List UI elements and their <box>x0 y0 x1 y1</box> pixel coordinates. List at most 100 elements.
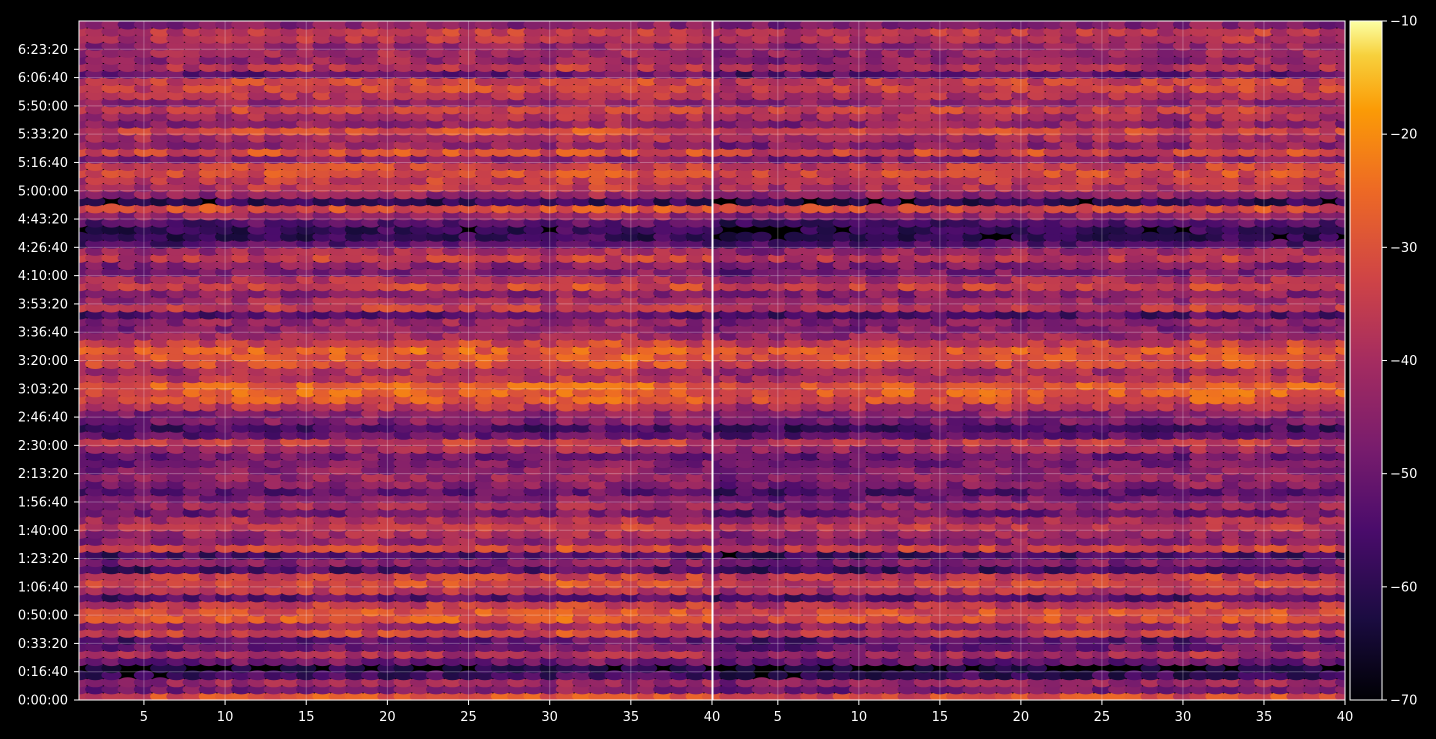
heat-cell <box>101 557 122 568</box>
heat-cell <box>344 175 365 186</box>
heat-cell <box>1205 606 1226 617</box>
heat-cell <box>198 295 219 306</box>
heat-cell <box>393 387 414 398</box>
heat-cell <box>1059 550 1080 560</box>
heat-cell <box>150 366 171 377</box>
heat-cell <box>653 649 674 659</box>
heat-cell <box>474 649 495 659</box>
heat-cell <box>101 408 122 419</box>
heat-cell <box>215 436 236 447</box>
heat-cell <box>1237 564 1258 575</box>
heat-cell <box>409 465 430 476</box>
heat-cell <box>312 104 333 115</box>
heat-cell <box>101 620 122 631</box>
heat-cell <box>166 592 187 603</box>
heat-cell <box>1172 493 1193 504</box>
heat-cell <box>848 684 869 695</box>
heat-cell <box>588 465 609 476</box>
heat-cell <box>215 245 236 256</box>
heat-cell <box>800 592 821 603</box>
heat-cell <box>800 557 821 568</box>
heat-cell <box>507 323 528 334</box>
heat-cell <box>117 564 138 575</box>
heat-cell <box>1221 642 1242 652</box>
heat-cell <box>101 323 122 334</box>
heat-cell <box>620 380 641 391</box>
heat-cell <box>1205 507 1226 518</box>
heat-cell <box>929 627 950 638</box>
heat-cell <box>85 528 106 539</box>
heat-cell <box>150 54 171 65</box>
heat-cell <box>166 436 187 447</box>
heat-cell <box>1108 620 1129 631</box>
heat-cell <box>523 231 544 242</box>
heat-cell <box>328 309 349 320</box>
heat-cell <box>409 387 430 398</box>
heat-cell <box>572 344 593 355</box>
heat-cell <box>117 465 138 476</box>
heat-cell <box>637 344 658 355</box>
heat-cell <box>1270 542 1291 553</box>
heat-cell <box>507 281 528 292</box>
heat-cell <box>474 295 495 306</box>
heat-cell <box>897 634 918 645</box>
heat-cell <box>85 260 106 270</box>
heat-cell <box>913 620 934 631</box>
heat-cell <box>296 663 317 674</box>
heat-cell <box>312 196 333 207</box>
heat-cell <box>620 83 641 94</box>
heat-cell <box>572 670 593 681</box>
heat-cell <box>361 366 382 377</box>
heat-cell <box>247 557 268 568</box>
heat-cell <box>539 500 560 511</box>
heat-cell <box>669 153 690 164</box>
heat-cell <box>1027 677 1048 688</box>
heat-cell <box>539 153 560 164</box>
heat-cell <box>897 507 918 518</box>
heat-cell <box>409 486 430 497</box>
heat-cell <box>1189 521 1210 532</box>
heat-cell <box>913 599 934 610</box>
heat-cell <box>637 146 658 157</box>
heat-cell <box>1221 649 1242 659</box>
heat-cell <box>117 458 138 469</box>
heat-cell <box>1091 493 1112 504</box>
heat-cell <box>263 557 284 568</box>
heat-cell <box>133 408 154 419</box>
heat-cell <box>215 260 236 270</box>
heat-cell <box>247 634 268 645</box>
heat-cell <box>296 436 317 447</box>
heat-cell <box>994 514 1015 525</box>
heat-cell <box>946 585 967 596</box>
heat-cell <box>474 578 495 589</box>
heat-cell <box>344 146 365 157</box>
heat-cell <box>572 182 593 193</box>
heat-cell <box>215 642 236 652</box>
heat-cell <box>588 231 609 242</box>
heat-cell <box>296 387 317 398</box>
heat-cell <box>735 599 756 610</box>
heat-cell <box>620 606 641 617</box>
heat-cell <box>946 599 967 610</box>
heat-cell <box>458 380 479 391</box>
heat-cell <box>426 557 447 568</box>
heat-cell <box>474 599 495 610</box>
heat-cell <box>539 401 560 412</box>
heat-cell <box>198 387 219 398</box>
heat-cell <box>393 69 414 79</box>
heat-cell <box>198 564 219 575</box>
heat-cell <box>897 550 918 560</box>
heat-cell <box>637 196 658 207</box>
heat-cell <box>409 83 430 94</box>
heat-cell <box>166 168 187 179</box>
heat-cell <box>247 578 268 589</box>
heat-cell <box>832 649 853 659</box>
heat-cell <box>784 642 804 652</box>
heat-cell <box>555 528 577 539</box>
heat-cell <box>1254 606 1274 617</box>
heat-cell <box>361 557 382 568</box>
heat-cell <box>897 557 918 568</box>
heat-cell <box>1286 656 1307 667</box>
heat-cell <box>637 90 658 101</box>
